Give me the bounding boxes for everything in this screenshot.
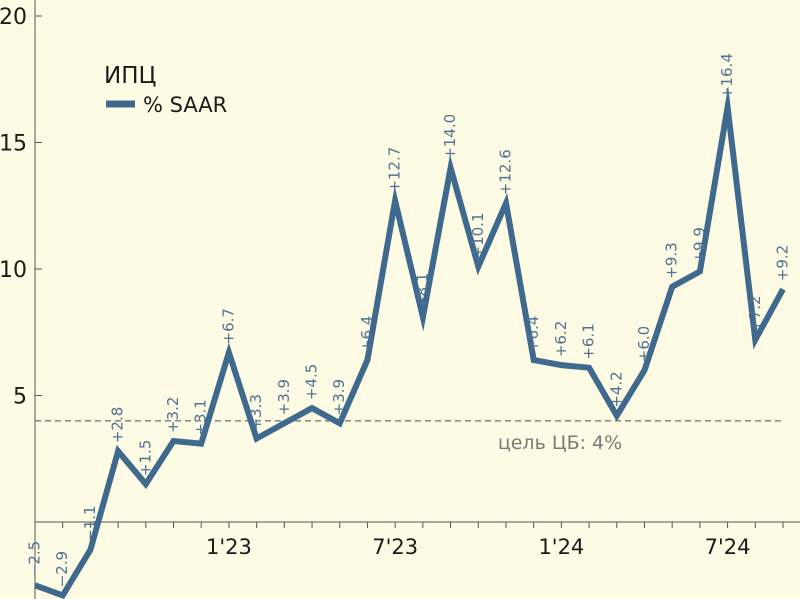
data-label: +6.4 bbox=[524, 316, 542, 352]
y-tick-label: 20 bbox=[0, 5, 27, 30]
y-ticks: 5 10 15 20 bbox=[0, 5, 42, 410]
data-label: +3.1 bbox=[192, 399, 210, 435]
data-label: +7.2 bbox=[746, 295, 764, 331]
y-tick-label: 15 bbox=[0, 132, 27, 157]
y-tick-label: 10 bbox=[0, 258, 27, 283]
data-label: +12.7 bbox=[386, 147, 404, 193]
data-label: −2.9 bbox=[53, 551, 71, 587]
cpi-line bbox=[33, 86, 786, 599]
x-tick-label: 1'23 bbox=[206, 535, 252, 559]
data-label: +4.2 bbox=[607, 371, 625, 407]
data-label: −2.5 bbox=[26, 541, 44, 577]
data-label: +6.0 bbox=[635, 326, 653, 362]
x-tick-label: 1'24 bbox=[538, 535, 584, 559]
target-label: цель ЦБ: 4% bbox=[498, 432, 622, 454]
data-label: +8.1 bbox=[413, 273, 431, 309]
data-label: +9.3 bbox=[663, 242, 681, 278]
y-tick-label: 5 bbox=[13, 385, 27, 410]
reference-line: цель ЦБ: 4% bbox=[35, 420, 783, 454]
data-label: +14.0 bbox=[441, 114, 459, 160]
data-label: +6.2 bbox=[552, 321, 570, 357]
data-label: +6.4 bbox=[358, 316, 376, 352]
data-label: +1.5 bbox=[136, 440, 154, 476]
data-label: +16.4 bbox=[718, 53, 736, 99]
data-label: +6.7 bbox=[219, 308, 237, 344]
data-label: +9.2 bbox=[774, 245, 792, 281]
data-label: +6.1 bbox=[580, 323, 598, 359]
x-tick-label: 7'23 bbox=[372, 535, 418, 559]
data-label: +3.9 bbox=[330, 379, 348, 415]
x-tick-label: 7'24 bbox=[705, 535, 751, 559]
data-label: +10.1 bbox=[469, 213, 487, 259]
data-label: +3.9 bbox=[275, 379, 293, 415]
data-label: +12.6 bbox=[496, 149, 514, 195]
data-label: +3.2 bbox=[164, 397, 182, 433]
legend: ИПЦ % SAAR bbox=[104, 63, 227, 117]
data-labels: −2.5 −2.9 −1.1 +2.8 +1.5 +3.2 +3.1 +6.7 +3.3 +3.9… bbox=[26, 53, 792, 587]
data-label: +4.5 bbox=[303, 364, 321, 400]
series-line bbox=[33, 86, 786, 599]
legend-title: ИПЦ bbox=[104, 63, 156, 89]
data-label: +3.3 bbox=[247, 394, 265, 430]
data-label: +2.8 bbox=[109, 407, 127, 443]
data-label: +9.9 bbox=[690, 227, 708, 263]
data-label: −1.1 bbox=[81, 505, 99, 541]
legend-label: % SAAR bbox=[143, 93, 227, 117]
x-ticks: 1'23 7'23 1'24 7'24 bbox=[34, 522, 784, 559]
